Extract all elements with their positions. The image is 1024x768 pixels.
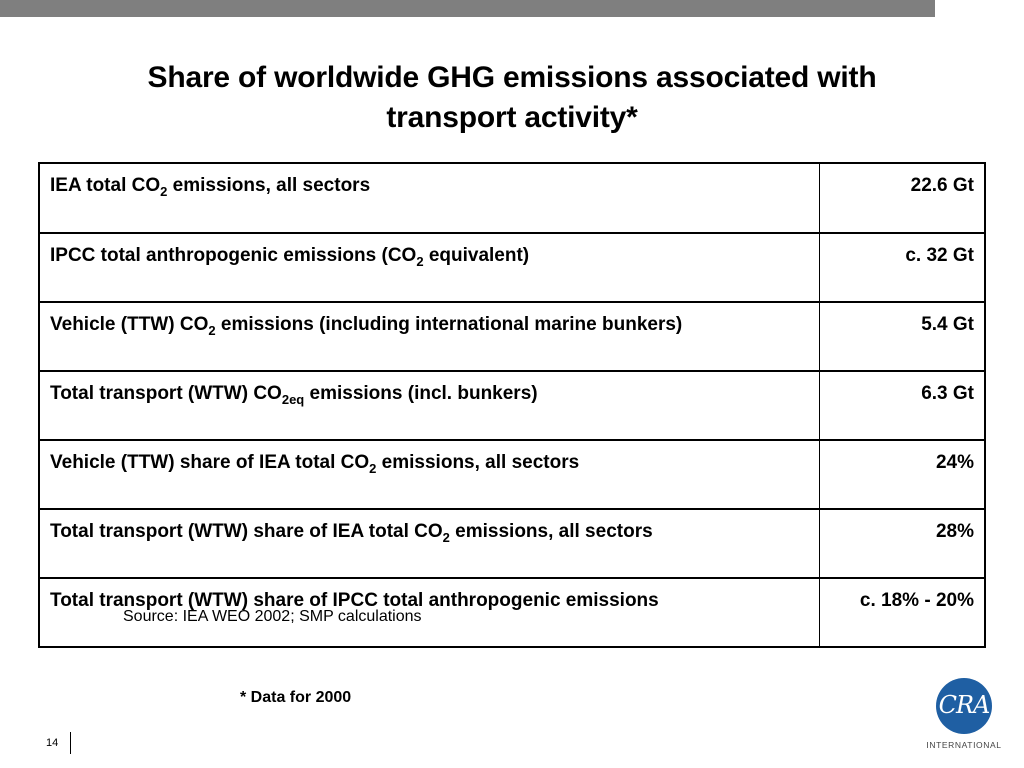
row-value: 24% — [935, 452, 974, 473]
row-value: 28% — [935, 521, 974, 542]
row-value: c. 32 Gt — [905, 245, 974, 266]
row-label: IPCC total anthropogenic emissions (CO2 … — [40, 234, 820, 301]
row-label: IEA total CO2 emissions, all sectors — [40, 164, 820, 232]
page-divider — [70, 732, 71, 754]
slide-title-line-1: Share of worldwide GHG emissions associa… — [147, 61, 877, 94]
row-value: 22.6 Gt — [910, 175, 974, 196]
table-row: IPCC total anthropogenic emissions (CO2 … — [40, 232, 984, 301]
company-logo: CRA INTERNATIONAL — [922, 678, 1006, 754]
row-value: 6.3 Gt — [921, 383, 974, 404]
row-label: Vehicle (TTW) share of IEA total CO2 emi… — [40, 441, 820, 508]
logo-mark: CRA — [938, 691, 991, 719]
table-row: Vehicle (TTW) CO2 emissions (including i… — [40, 301, 984, 370]
emissions-table: IEA total CO2 emissions, all sectors 22.… — [38, 162, 986, 648]
row-label: Total transport (WTW) share of IEA total… — [40, 510, 820, 577]
slide-title: Share of worldwide GHG emissions associa… — [60, 58, 964, 138]
table-row: Total transport (WTW) share of IPCC tota… — [40, 577, 984, 646]
table-row: Vehicle (TTW) share of IEA total CO2 emi… — [40, 439, 984, 508]
slide-title-line-2: transport activity* — [386, 101, 638, 134]
table-row: IEA total CO2 emissions, all sectors 22.… — [40, 164, 984, 232]
row-value: 5.4 Gt — [921, 314, 974, 335]
footnote: * Data for 2000 — [240, 689, 352, 706]
row-label: Vehicle (TTW) CO2 emissions (including i… — [40, 303, 820, 370]
table-row: Total transport (WTW) share of IEA total… — [40, 508, 984, 577]
row-value: c. 18% - 20% — [859, 590, 974, 611]
row-label: Total transport (WTW) CO2eq emissions (i… — [40, 372, 820, 439]
page-number: 14 — [46, 737, 59, 749]
logo-circle-icon — [936, 678, 992, 734]
row-label: Total transport (WTW) share of IPCC tota… — [40, 579, 820, 646]
table-row: Total transport (WTW) CO2eq emissions (i… — [40, 370, 984, 439]
header-bar — [0, 0, 935, 17]
logo-subtitle: INTERNATIONAL — [926, 740, 1002, 750]
source-note: Source: IEA WEO 2002; SMP calculations — [123, 608, 422, 625]
